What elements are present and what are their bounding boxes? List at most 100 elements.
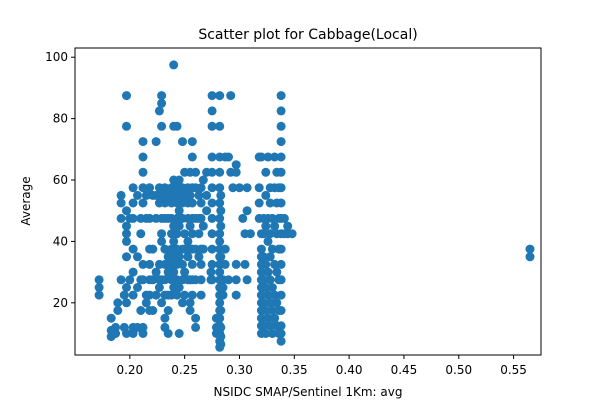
data-point (226, 91, 236, 101)
x-tick-label: 0.25 (171, 363, 198, 377)
data-point (261, 167, 271, 177)
data-point (174, 252, 184, 262)
data-point (122, 329, 131, 338)
data-point (276, 336, 286, 346)
data-point (216, 252, 226, 262)
data-point (157, 190, 167, 200)
data-point (270, 313, 280, 323)
data-point (207, 244, 217, 254)
data-point (256, 290, 266, 300)
data-point (198, 175, 208, 185)
data-point (151, 290, 161, 300)
data-point (259, 275, 269, 285)
data-point (194, 229, 204, 239)
data-point (263, 290, 273, 300)
plot-area-frame (74, 47, 542, 356)
data-point (207, 121, 217, 131)
data-point (169, 267, 179, 277)
data-point (215, 298, 225, 308)
data-point (138, 259, 148, 269)
data-point (128, 198, 138, 208)
data-point (216, 206, 226, 216)
data-point (185, 190, 195, 200)
data-point (231, 160, 241, 170)
data-point (180, 229, 190, 239)
data-point (194, 190, 204, 200)
data-point (163, 306, 173, 315)
data-point (148, 244, 158, 254)
data-point (267, 283, 277, 292)
data-point (265, 275, 275, 285)
data-point (272, 267, 282, 277)
data-point (160, 313, 170, 323)
data-point (259, 298, 269, 308)
data-point (267, 244, 277, 254)
data-point (276, 183, 286, 193)
data-point (215, 198, 225, 208)
data-point (138, 167, 148, 177)
data-point (122, 121, 131, 131)
data-point (122, 221, 131, 231)
data-point (270, 259, 280, 269)
x-tick-label: 0.45 (391, 363, 418, 377)
data-point (207, 259, 217, 269)
data-point (180, 267, 190, 277)
data-point (160, 275, 170, 285)
y-tick-label: 20 (53, 296, 68, 310)
data-point (113, 298, 123, 308)
data-point (157, 298, 167, 308)
data-point (267, 306, 277, 315)
data-point (94, 275, 104, 285)
data-point (207, 213, 217, 223)
data-point (116, 275, 126, 285)
data-point (270, 221, 280, 231)
data-point (160, 259, 170, 269)
data-point (276, 306, 286, 315)
data-point (207, 198, 217, 208)
data-point (119, 290, 129, 300)
data-point (207, 152, 217, 162)
data-point (178, 298, 187, 308)
data-point (187, 259, 197, 269)
data-point (174, 283, 184, 292)
data-point (240, 259, 250, 269)
data-point (261, 190, 271, 200)
data-point (276, 259, 286, 269)
data-point (185, 221, 195, 231)
data-point (116, 190, 126, 200)
data-point (235, 183, 244, 193)
data-point (174, 221, 184, 231)
data-point (238, 213, 248, 223)
data-point (276, 167, 286, 177)
data-point (145, 290, 155, 300)
data-point (191, 167, 201, 177)
data-point (231, 167, 241, 177)
points-layer (94, 60, 535, 352)
data-point (261, 283, 271, 292)
data-point (163, 329, 173, 338)
data-point (196, 213, 206, 223)
data-point (256, 267, 266, 277)
data-point (259, 252, 269, 262)
data-point (183, 236, 193, 246)
data-point (261, 221, 271, 231)
data-point (283, 221, 293, 231)
data-point (276, 106, 286, 116)
data-point (172, 229, 182, 239)
data-point (259, 229, 269, 239)
data-point (191, 322, 201, 332)
data-point (525, 244, 535, 254)
data-point (198, 221, 208, 231)
data-point (218, 290, 228, 300)
data-point (256, 244, 266, 254)
data-point (133, 252, 142, 262)
data-point (207, 229, 217, 239)
data-point (122, 298, 131, 308)
x-tick-label: 0.40 (336, 363, 363, 377)
data-point (215, 213, 225, 223)
data-point (256, 152, 266, 162)
data-point (267, 213, 277, 223)
y-tick-label: 60 (53, 173, 68, 187)
